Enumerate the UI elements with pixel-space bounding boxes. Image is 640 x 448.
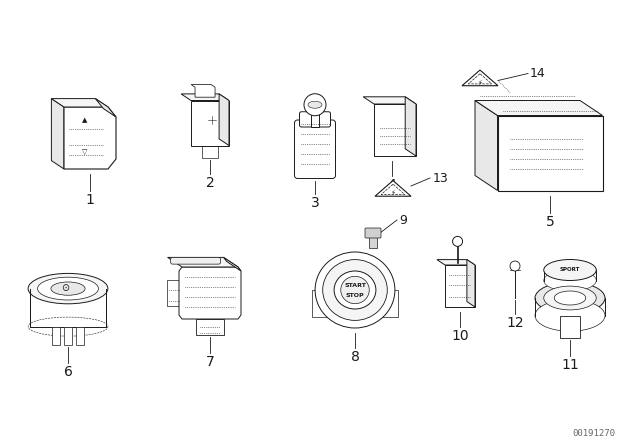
Polygon shape [30,289,106,327]
Bar [589,146,598,176]
Polygon shape [445,265,475,307]
Polygon shape [191,100,229,146]
Ellipse shape [308,101,322,108]
Bar [369,234,377,248]
Circle shape [452,237,463,246]
Polygon shape [497,116,602,190]
Bar [196,319,224,335]
Polygon shape [51,99,64,169]
Ellipse shape [535,300,605,331]
FancyBboxPatch shape [171,258,221,264]
Polygon shape [191,85,215,97]
Text: 10: 10 [451,329,469,343]
Polygon shape [364,97,416,104]
Polygon shape [64,107,116,169]
Polygon shape [437,259,475,265]
Text: 2: 2 [205,176,214,190]
Ellipse shape [315,252,395,328]
Text: 9: 9 [399,214,407,227]
Bar [64,327,72,345]
Text: 4: 4 [388,178,396,192]
Text: 00191270: 00191270 [572,429,615,438]
Text: 6: 6 [63,365,72,379]
FancyBboxPatch shape [300,112,330,127]
Polygon shape [179,267,241,319]
Bar [591,146,598,152]
Bar [56,136,64,151]
Polygon shape [374,104,416,156]
Polygon shape [168,258,238,267]
Text: 12: 12 [506,316,524,330]
Bar [311,109,319,127]
Ellipse shape [323,259,387,320]
Ellipse shape [51,282,85,295]
Circle shape [510,261,520,271]
Ellipse shape [340,276,369,304]
Text: ⊙: ⊙ [61,283,69,293]
Text: 13: 13 [433,172,449,185]
Bar [167,280,179,306]
Ellipse shape [544,286,596,310]
Bar [378,112,412,148]
Polygon shape [375,181,411,196]
Text: ▽: ▽ [82,149,88,155]
Ellipse shape [535,282,605,314]
Text: SPORT: SPORT [560,267,580,272]
Bar [591,155,598,161]
Ellipse shape [544,270,596,291]
Text: ⚡: ⚡ [390,190,396,196]
Ellipse shape [334,271,376,309]
Bar [591,164,598,171]
Polygon shape [475,100,602,116]
FancyBboxPatch shape [500,121,593,185]
Polygon shape [51,99,108,107]
Polygon shape [468,74,492,84]
Text: 3: 3 [310,195,319,210]
Text: START: START [344,283,366,288]
Ellipse shape [554,291,586,305]
Bar [560,315,580,337]
Polygon shape [467,259,475,307]
Polygon shape [475,100,497,190]
FancyBboxPatch shape [294,120,335,178]
Text: 14: 14 [530,67,546,80]
Text: STOP: STOP [346,293,364,297]
Polygon shape [223,258,241,271]
Polygon shape [381,184,404,194]
Text: ⚡: ⚡ [477,79,483,86]
Polygon shape [219,94,229,146]
Ellipse shape [544,259,596,280]
Polygon shape [405,97,416,156]
Text: ▲: ▲ [82,118,88,124]
Bar [312,290,398,317]
Ellipse shape [38,277,99,300]
FancyBboxPatch shape [365,228,381,238]
Text: 7: 7 [205,355,214,369]
Text: 11: 11 [561,358,579,371]
Text: 8: 8 [351,350,360,364]
Polygon shape [181,94,229,100]
Text: 1: 1 [86,193,95,207]
Bar [52,327,60,345]
Ellipse shape [28,273,108,304]
Polygon shape [95,99,116,117]
Bar [202,146,218,158]
Text: 5: 5 [546,215,554,228]
Bar [76,327,84,345]
Circle shape [304,94,326,116]
Circle shape [202,110,222,130]
Polygon shape [462,70,498,86]
